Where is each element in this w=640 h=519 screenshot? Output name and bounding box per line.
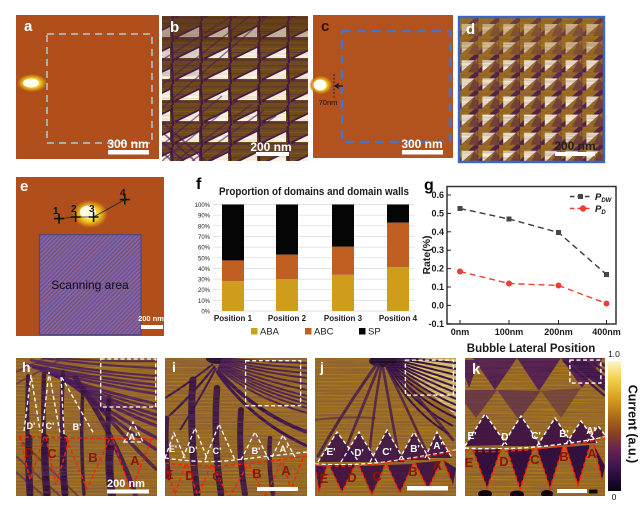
- svg-text:80%: 80%: [198, 224, 211, 230]
- svg-text:B': B': [559, 429, 569, 440]
- svg-text:f: f: [196, 176, 202, 193]
- svg-text:A': A': [433, 441, 443, 452]
- svg-text:A': A': [280, 444, 289, 454]
- svg-text:C: C: [212, 469, 222, 484]
- svg-text:300 nm: 300 nm: [401, 137, 442, 151]
- svg-text:ABA: ABA: [260, 327, 280, 338]
- svg-text:70%: 70%: [198, 235, 211, 241]
- svg-text:3: 3: [89, 204, 95, 215]
- svg-text:E: E: [465, 455, 474, 470]
- svg-text:10%: 10%: [198, 299, 211, 305]
- svg-text:D': D': [501, 432, 511, 443]
- svg-text:Current (a.u.): Current (a.u.): [626, 385, 640, 463]
- svg-text:30%: 30%: [198, 278, 211, 284]
- svg-text:A: A: [130, 453, 140, 468]
- svg-text:B: B: [408, 464, 417, 479]
- svg-text:200 nm: 200 nm: [107, 478, 145, 490]
- svg-text:e: e: [20, 178, 28, 195]
- svg-text:0.2: 0.2: [431, 264, 444, 274]
- svg-text:0nm: 0nm: [451, 327, 470, 337]
- svg-text:E': E': [326, 447, 335, 458]
- svg-text:D: D: [347, 470, 356, 485]
- svg-text:1: 1: [53, 206, 59, 217]
- svg-text:70nm: 70nm: [319, 98, 338, 107]
- svg-text:200 nm: 200 nm: [138, 314, 164, 323]
- svg-text:C: C: [372, 469, 382, 484]
- svg-text:PDW: PDW: [595, 192, 613, 204]
- svg-text:C': C': [213, 446, 222, 456]
- svg-text:300 nm: 300 nm: [107, 137, 148, 151]
- svg-text:40%: 40%: [198, 267, 211, 273]
- svg-text:i: i: [172, 359, 176, 375]
- svg-text:B: B: [88, 450, 97, 465]
- svg-text:d: d: [466, 21, 475, 38]
- svg-text:g: g: [424, 177, 434, 194]
- svg-text:ABC: ABC: [314, 327, 334, 338]
- svg-text:B: B: [252, 466, 261, 481]
- svg-text:b: b: [170, 19, 179, 36]
- svg-text:PD: PD: [595, 204, 606, 216]
- svg-text:Position 2: Position 2: [268, 314, 307, 323]
- svg-text:400nm: 400nm: [592, 327, 621, 337]
- svg-text:200nm: 200nm: [544, 327, 573, 337]
- svg-text:100nm: 100nm: [495, 327, 524, 337]
- svg-text:0.4: 0.4: [431, 227, 444, 237]
- svg-text:k: k: [472, 361, 481, 378]
- svg-text:Scanning area: Scanning area: [51, 278, 129, 292]
- svg-text:B': B': [252, 446, 261, 456]
- svg-text:a: a: [24, 18, 33, 35]
- svg-text:A: A: [432, 458, 442, 473]
- svg-text:90%: 90%: [198, 214, 211, 220]
- svg-text:Rate(%): Rate(%): [421, 235, 433, 274]
- svg-text:4: 4: [120, 188, 126, 199]
- svg-text:A': A': [586, 426, 596, 437]
- svg-text:-0.1: -0.1: [428, 319, 444, 329]
- svg-text:E': E': [467, 431, 476, 442]
- svg-text:A: A: [587, 446, 597, 461]
- svg-text:2: 2: [71, 204, 77, 215]
- svg-text:100%: 100%: [195, 203, 211, 209]
- svg-text:C': C': [531, 431, 541, 442]
- svg-text:h: h: [22, 359, 31, 375]
- svg-text:B': B': [73, 422, 82, 432]
- svg-text:E: E: [320, 471, 329, 486]
- svg-text:B: B: [559, 449, 568, 464]
- svg-text:0.3: 0.3: [431, 245, 444, 255]
- svg-text:SP: SP: [368, 327, 381, 338]
- svg-text:0.1: 0.1: [431, 282, 444, 292]
- svg-text:0.0: 0.0: [431, 300, 444, 310]
- svg-text:D': D': [189, 445, 198, 455]
- svg-text:D: D: [24, 445, 33, 460]
- svg-text:20%: 20%: [198, 288, 211, 294]
- svg-text:C: C: [47, 446, 57, 461]
- svg-text:Position 3: Position 3: [324, 314, 363, 323]
- svg-text:C: C: [530, 452, 540, 467]
- svg-text:j: j: [319, 359, 324, 375]
- svg-text:200 nm: 200 nm: [554, 139, 595, 153]
- svg-text:C': C': [46, 421, 55, 431]
- svg-text:0.6: 0.6: [431, 190, 444, 200]
- svg-text:0%: 0%: [201, 310, 210, 316]
- svg-text:Bubble Lateral Position: Bubble Lateral Position: [467, 343, 595, 355]
- svg-text:E': E': [169, 444, 177, 454]
- svg-text:0: 0: [612, 492, 617, 502]
- svg-text:Proportion of domains and doma: Proportion of domains and domain walls: [219, 186, 409, 198]
- svg-text:0.5: 0.5: [431, 208, 444, 218]
- svg-text:D': D': [27, 421, 36, 431]
- svg-text:B': B': [410, 444, 420, 455]
- svg-text:E: E: [165, 467, 174, 482]
- svg-text:200 nm: 200 nm: [250, 140, 291, 154]
- svg-text:A': A': [129, 432, 138, 442]
- svg-text:Position 1: Position 1: [214, 314, 253, 323]
- svg-text:60%: 60%: [198, 246, 211, 252]
- svg-text:1.0: 1.0: [608, 349, 620, 359]
- svg-text:50%: 50%: [198, 256, 211, 262]
- svg-text:C': C': [382, 447, 392, 458]
- svg-text:D: D: [499, 454, 508, 469]
- svg-text:Position 4: Position 4: [379, 314, 418, 323]
- svg-text:c: c: [321, 18, 329, 35]
- svg-text:A: A: [281, 463, 291, 478]
- svg-text:D': D': [354, 448, 364, 459]
- svg-text:D: D: [185, 468, 194, 483]
